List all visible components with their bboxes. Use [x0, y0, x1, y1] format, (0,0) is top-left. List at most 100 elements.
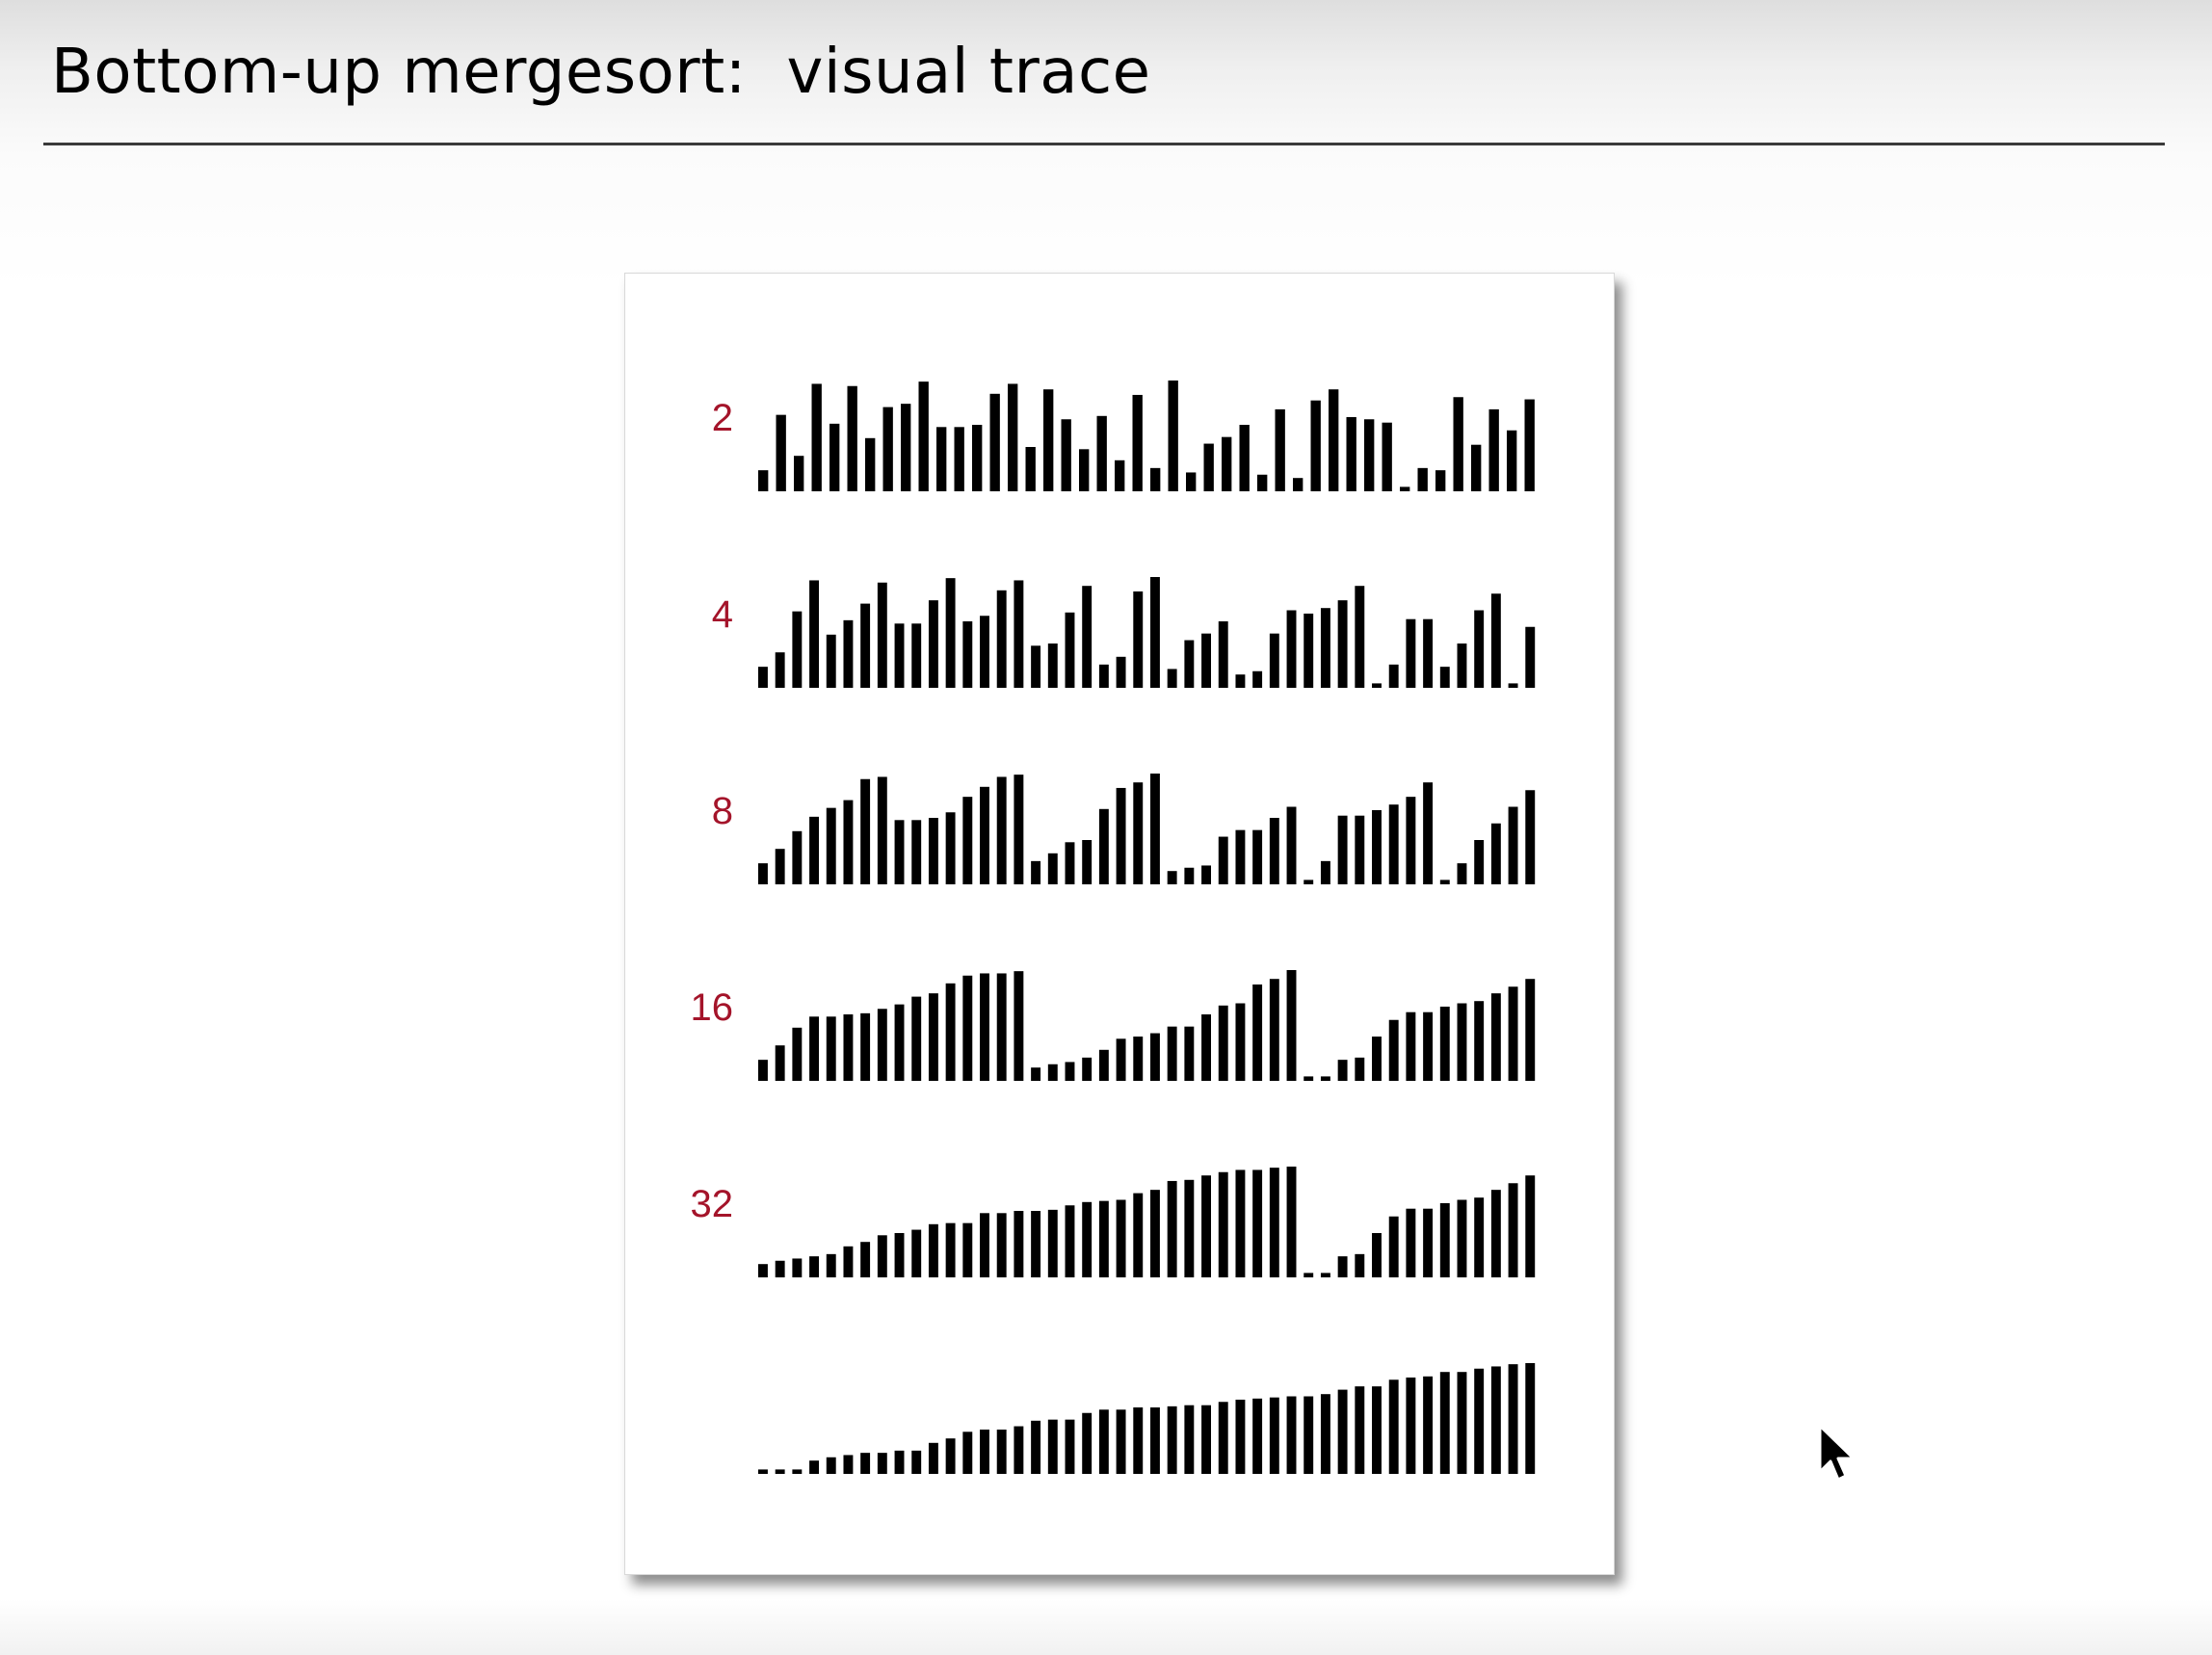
trace-row: 8 [712, 774, 1536, 884]
trace-bar [980, 786, 989, 884]
trace-bar [972, 425, 983, 491]
trace-bar [1304, 1273, 1314, 1277]
trace-bar [826, 1253, 836, 1277]
trace-bar [776, 414, 786, 491]
trace-bar [1406, 1208, 1416, 1277]
trace-bar [1439, 1006, 1450, 1081]
trace-row: 32 [691, 1167, 1536, 1277]
trace-bar [1133, 782, 1144, 884]
trace-bar [996, 973, 1007, 1081]
trace-bar [1457, 1199, 1467, 1277]
trace-bar [980, 973, 989, 1081]
trace-bar [758, 863, 768, 884]
trace-bar [954, 427, 964, 491]
trace-bar [1474, 1368, 1485, 1474]
trace-bar [911, 1450, 922, 1474]
trace-bar [1388, 664, 1399, 688]
trace-bar [1524, 399, 1535, 491]
trace-bar [1372, 683, 1382, 688]
trace-bar [1423, 1208, 1434, 1277]
trace-bar [1201, 633, 1211, 688]
trace-bar [1286, 806, 1297, 884]
trace-bar [1031, 1211, 1041, 1277]
trace-bar [1167, 1026, 1177, 1081]
trace-bar [758, 1264, 768, 1277]
trace-bar [811, 383, 822, 491]
trace-bar [830, 423, 840, 491]
trace-bar [860, 778, 871, 884]
trace-bar [1031, 645, 1041, 688]
trace-bar [1525, 790, 1536, 884]
trace-bar [882, 407, 893, 491]
trace-bar [1304, 880, 1314, 884]
trace-bar [928, 600, 938, 688]
trace-bar [1184, 640, 1195, 688]
trace-bar [1320, 1273, 1330, 1277]
trace-bar [1457, 863, 1467, 884]
trace-bar [847, 385, 857, 491]
trace-bar [1065, 1205, 1075, 1277]
trace-bar [1457, 1372, 1467, 1474]
trace-bar [962, 797, 973, 884]
trace-bar [877, 1453, 887, 1474]
trace-bar [1167, 669, 1177, 688]
trace-bar [1525, 1363, 1536, 1474]
trace-bar [1014, 1211, 1024, 1277]
trace-bar [1471, 444, 1482, 491]
trace-bar [758, 667, 768, 688]
trace-bar [1355, 815, 1365, 884]
trace-bar [1269, 818, 1279, 884]
trace-bar [1082, 1412, 1093, 1474]
trace-bar [1150, 774, 1160, 884]
trace-bar [928, 818, 938, 884]
trace-bar [1406, 1011, 1416, 1081]
trace-bar [1320, 1076, 1330, 1081]
trace-bar [1490, 1190, 1501, 1277]
trace-bar [1079, 449, 1090, 491]
trace-bar [1382, 422, 1392, 491]
trace-bar [1269, 633, 1279, 688]
trace-bar [826, 1016, 836, 1081]
trace-bar [1388, 1379, 1399, 1474]
trace-bar [1406, 797, 1416, 884]
trace-bar [1082, 1201, 1093, 1277]
trace-bar [1116, 1038, 1126, 1081]
pass-size-label: 16 [691, 986, 734, 1029]
trace-bar [1098, 1049, 1109, 1081]
trace-bar [1096, 415, 1107, 491]
trace-bar [775, 1260, 785, 1277]
trace-bar [809, 1256, 819, 1277]
trace-bar [1065, 842, 1075, 884]
trace-bar [962, 975, 973, 1081]
trace-bar [1388, 804, 1399, 884]
trace-bar [1115, 460, 1125, 491]
trace-bar [1116, 656, 1126, 688]
trace-bar [1014, 1426, 1024, 1474]
trace-bar [1388, 1216, 1399, 1277]
trace-bar [792, 1469, 803, 1474]
trace-bar [794, 456, 804, 491]
trace-bar [1304, 1076, 1314, 1081]
trace-bar [1184, 1179, 1195, 1277]
trace-bar [1218, 1005, 1228, 1081]
trace-bar [1337, 1256, 1348, 1277]
trace-bar [911, 623, 922, 688]
trace-bar [1082, 1057, 1093, 1081]
trace-bar [1490, 593, 1501, 688]
trace-bar [1508, 1364, 1518, 1474]
trace-bar [1439, 1202, 1450, 1277]
trace-bar [1304, 613, 1314, 688]
trace-bar [1116, 1409, 1126, 1474]
trace-bar [1337, 600, 1348, 688]
trace-bar [1014, 580, 1024, 688]
trace-bar [809, 1016, 819, 1081]
trace-bar [1014, 971, 1024, 1081]
trace-bar [901, 404, 911, 491]
trace-bar [1218, 836, 1228, 884]
trace-bar [860, 603, 871, 688]
trace-bar [1201, 1175, 1211, 1277]
trace-bar [1065, 1062, 1075, 1081]
trace-bar [1417, 467, 1428, 491]
trace-bar [1025, 447, 1036, 491]
trace-bar [962, 1222, 973, 1277]
